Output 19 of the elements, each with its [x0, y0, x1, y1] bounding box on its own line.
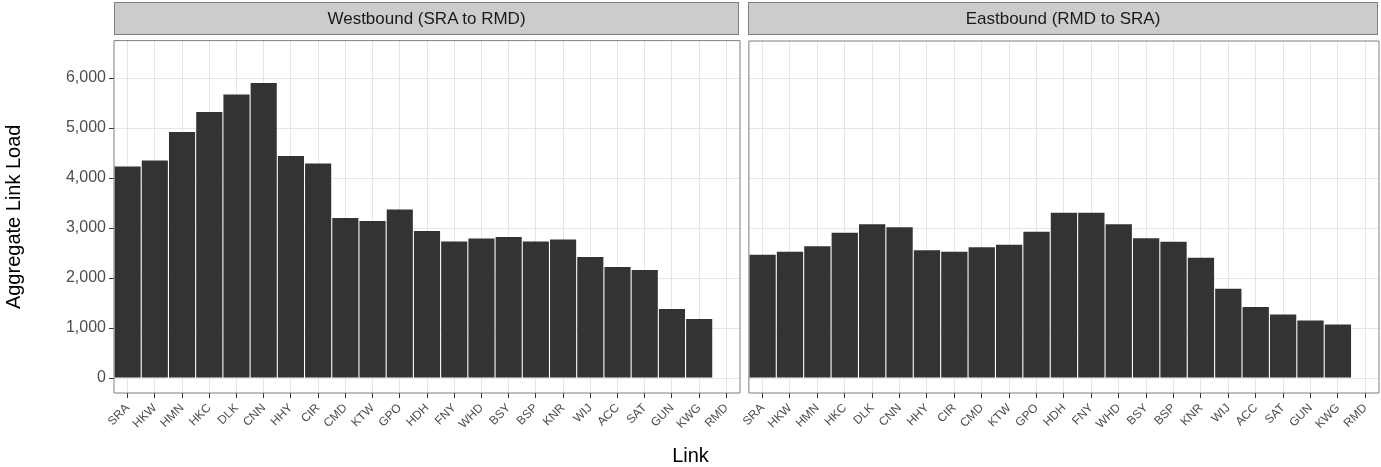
y-tick-label: 2,000 [65, 268, 107, 286]
x-tick-label: CIR [298, 400, 323, 426]
x-axis-title: Link [671, 444, 710, 467]
chart-title: Westbound (SRA to RMD) [114, 2, 739, 35]
chart-title: Eastbound (RMD to SRA) [748, 2, 1378, 35]
y-axis-title: Aggregate Link Load [1, 124, 24, 310]
y-tick-label: 5,000 [65, 118, 107, 136]
y-tick-label: 3,000 [65, 218, 107, 236]
y-tick-label: 1,000 [65, 318, 107, 336]
x-tick-label: WIJ [1208, 400, 1233, 426]
x-tick-label: SRA [739, 400, 768, 429]
x-tick-label: SRA [104, 400, 133, 429]
x-tick-label: CIR [934, 400, 960, 426]
y-tick-label: 4,000 [65, 168, 107, 186]
y-tick-label: 6,000 [65, 68, 107, 86]
x-tick-label: WIJ [570, 400, 595, 426]
x-tick-label: SAT [1261, 400, 1289, 427]
y-tick-label: 0 [97, 368, 107, 386]
x-tick-label: SAT [623, 400, 650, 427]
